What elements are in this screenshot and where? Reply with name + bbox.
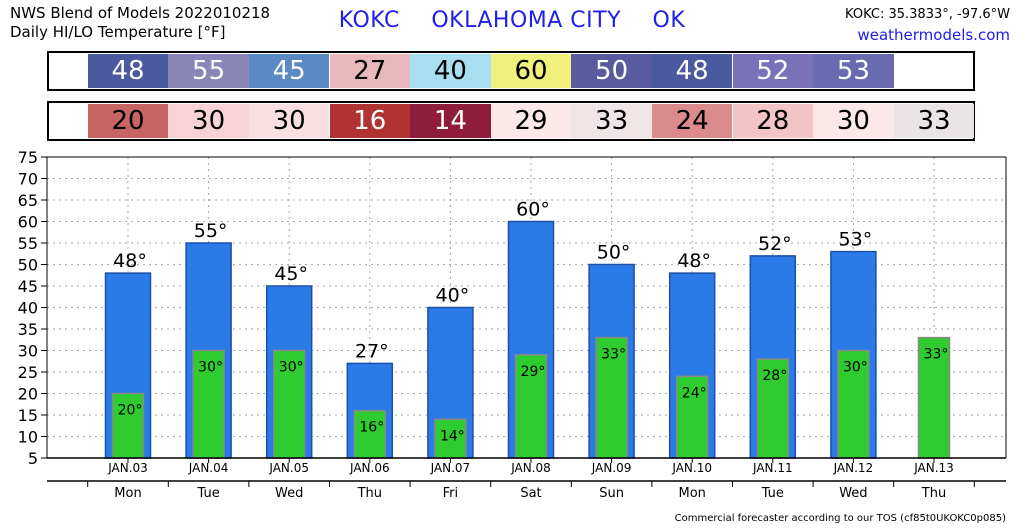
low-temp-label: 30° [843, 360, 868, 376]
date-label: JAN.13 [913, 461, 954, 475]
low-temp-label: 30° [198, 360, 223, 376]
y-tick-label: 50 [18, 256, 38, 275]
low-temp-label: 29° [521, 364, 546, 380]
high-temp-label: 50° [597, 242, 631, 264]
date-label: JAN.04 [188, 461, 229, 475]
y-tick-label: 45 [18, 277, 38, 296]
y-tick-label: 60 [18, 213, 38, 232]
low-temp-label: 33° [924, 347, 949, 363]
y-tick-label: 10 [18, 428, 38, 447]
date-label: JAN.09 [591, 461, 632, 475]
high-temp-label: 53° [839, 229, 873, 251]
low-temp-label: 20° [118, 403, 143, 419]
low-temp-label: 16° [359, 420, 384, 436]
weekday-label: Tue [761, 486, 784, 501]
high-temp-label: 48° [113, 250, 147, 272]
high-temp-label: 40° [436, 285, 470, 307]
y-tick-label: 35 [18, 320, 38, 339]
date-label: JAN.05 [268, 461, 309, 475]
weekday-label: Tue [196, 486, 219, 501]
date-label: JAN.10 [671, 461, 712, 475]
temperature-bar-chart: 5 10 15 20 25 30 35 40 45 50 55 60 65 70 75 48° 55° 45° 27… [0, 0, 1024, 531]
y-tick-label: 30 [18, 342, 38, 361]
weekday-label: Thu [357, 486, 382, 501]
low-temp-label: 24° [682, 385, 707, 401]
weekday-label: Wed [839, 486, 867, 501]
weekday-label: Mon [678, 486, 705, 501]
low-temp-label: 14° [440, 428, 465, 444]
high-temp-label: 60° [516, 199, 550, 221]
date-label: JAN.06 [349, 461, 390, 475]
high-temp-label: 45° [274, 263, 308, 285]
date-label: JAN.08 [510, 461, 551, 475]
high-temp-label: 52° [758, 233, 792, 255]
high-temp-label: 27° [355, 340, 389, 362]
y-tick-label: 15 [18, 406, 38, 425]
weekday-label: Mon [114, 486, 141, 501]
date-label: JAN.07 [430, 461, 471, 475]
y-tick-label: 75 [18, 148, 38, 167]
date-label: JAN.11 [752, 461, 793, 475]
date-label: JAN.03 [107, 461, 148, 475]
y-tick-label: 70 [18, 170, 38, 189]
y-tick-label: 20 [18, 385, 38, 404]
weekday-label: Fri [443, 486, 459, 501]
weekday-label: Sun [599, 486, 624, 501]
weekday-label: Sat [520, 486, 541, 501]
weekday-label: Thu [921, 486, 946, 501]
low-temp-label: 33° [601, 347, 626, 363]
y-tick-label: 65 [18, 191, 38, 210]
low-temp-label: 30° [279, 360, 304, 376]
low-temp-label: 28° [762, 368, 787, 384]
footer-note: Commercial forecaster according to our T… [675, 513, 1006, 524]
y-tick-label: 40 [18, 299, 38, 318]
weekday-label: Wed [275, 486, 303, 501]
y-tick-label: 55 [18, 234, 38, 253]
y-tick-label: 25 [18, 363, 38, 382]
date-label: JAN.12 [833, 461, 874, 475]
high-temp-label: 48° [677, 250, 711, 272]
high-temp-label: 55° [194, 220, 228, 242]
y-tick-label: 5 [28, 449, 38, 468]
